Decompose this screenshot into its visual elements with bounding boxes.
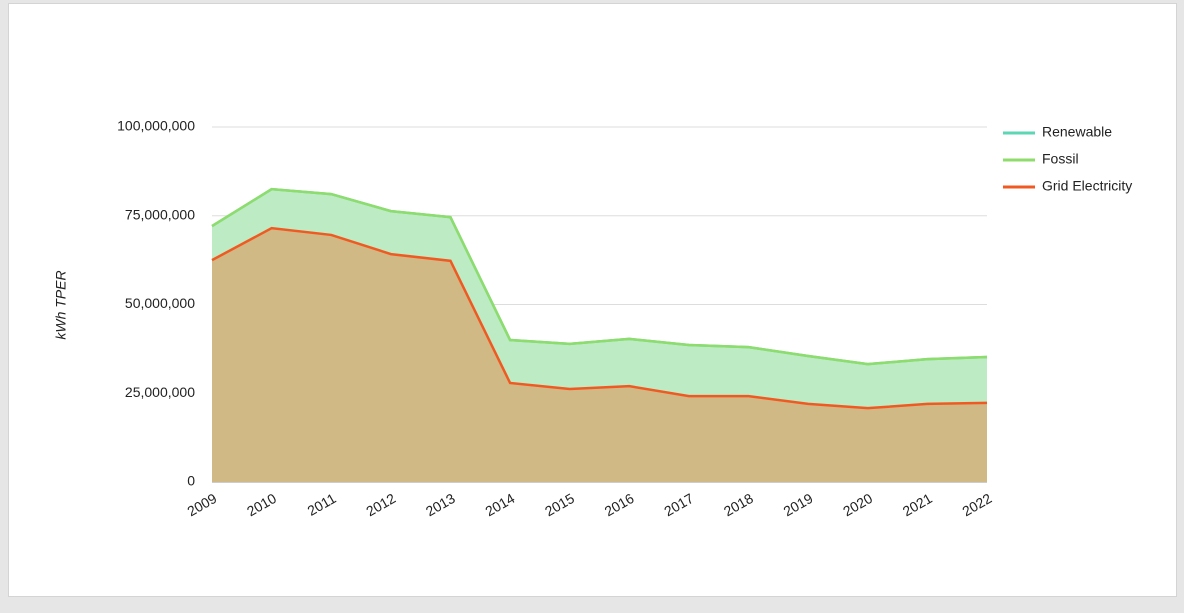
y-tick-label: 0 [187, 473, 195, 489]
x-tick-label: 2016 [602, 490, 637, 520]
x-tick-label: 2011 [305, 490, 339, 519]
legend-label: Grid Electricity [1042, 178, 1132, 194]
x-tick-label: 2010 [244, 490, 279, 520]
x-tick-label: 2012 [363, 490, 398, 520]
x-tick-label: 2017 [661, 490, 696, 520]
legend-label: Fossil [1042, 151, 1079, 167]
area [212, 189, 987, 409]
x-tick-label: 2015 [542, 490, 577, 520]
y-tick-label: 50,000,000 [125, 295, 195, 311]
y-axis-label: kWh TPER [53, 270, 69, 339]
line [211, 226, 988, 410]
x-tick-label: 2013 [423, 490, 458, 520]
line [211, 187, 988, 366]
x-tick-label: 2014 [482, 490, 517, 520]
y-tick-label: 75,000,000 [125, 206, 195, 222]
x-tick-label: 2018 [721, 490, 756, 520]
x-tick-label: 2009 [184, 490, 219, 520]
x-tick-label: 2020 [840, 490, 875, 520]
legend-label: Renewable [1042, 124, 1112, 140]
x-tick-label: 2021 [900, 490, 935, 520]
x-tick-label: 2019 [781, 490, 816, 520]
y-tick-label: 25,000,000 [125, 384, 195, 400]
x-tick-label: 2022 [959, 490, 994, 520]
y-tick-label: 100,000,000 [117, 118, 195, 134]
panel [8, 3, 1177, 597]
area [212, 228, 987, 482]
